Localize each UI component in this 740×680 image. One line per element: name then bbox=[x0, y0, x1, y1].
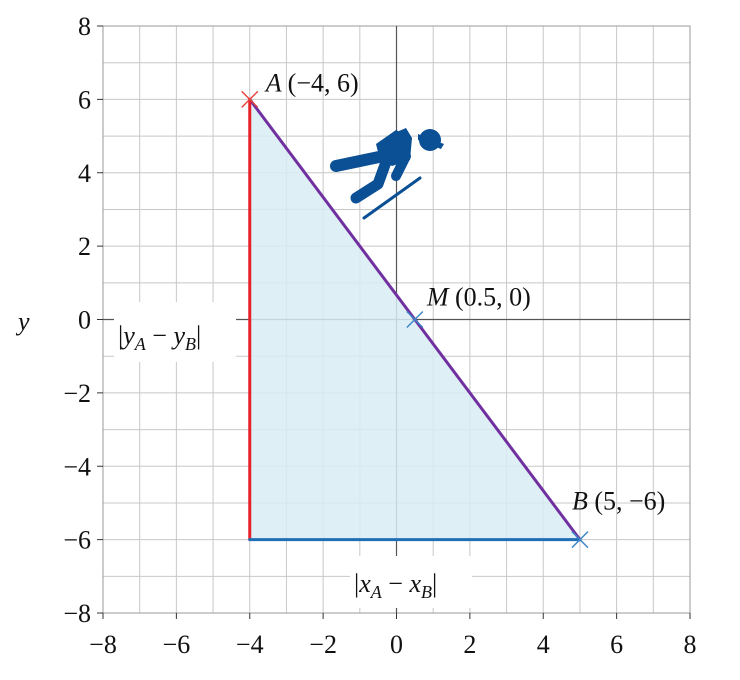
point-marker-stroke bbox=[406, 310, 424, 329]
x-tick-label: −4 bbox=[236, 630, 264, 659]
y-tick-label: 0 bbox=[78, 306, 91, 335]
point-b: B (5, −6) bbox=[571, 487, 665, 549]
y-tick-label: −8 bbox=[63, 599, 91, 628]
point-m: M (0.5, 0) bbox=[406, 283, 531, 329]
y-tick-label: −2 bbox=[63, 379, 91, 408]
vertical-leg-label-bg bbox=[114, 302, 236, 362]
x-tick-label: 8 bbox=[684, 630, 697, 659]
point-marker-stroke bbox=[571, 531, 589, 549]
y-tick-label: 8 bbox=[78, 12, 91, 41]
y-tick-label: 4 bbox=[78, 159, 91, 188]
points: A (−4, 6) B (5, −6) M (0.5, 0) bbox=[241, 68, 665, 549]
point-label: B (5, −6) bbox=[572, 487, 665, 516]
x-tick-label: −2 bbox=[309, 630, 337, 659]
skier-icon bbox=[330, 128, 444, 220]
point-a: A (−4, 6) bbox=[241, 68, 359, 108]
y-tick-label: 2 bbox=[78, 232, 91, 261]
vertical-leg-label: |yA − yB| bbox=[118, 321, 201, 354]
tick-labels: −8 −6 −4 −2 0 2 4 6 8 −8 −6 −4 −2 0 2 4 6 8 bbox=[63, 12, 696, 659]
y-tick-label: −6 bbox=[63, 526, 91, 555]
point-label: M (0.5, 0) bbox=[426, 283, 531, 312]
x-tick-label: −6 bbox=[163, 630, 191, 659]
point-marker-stroke bbox=[241, 90, 259, 108]
y-axis-label: y bbox=[15, 307, 30, 336]
horizontal-leg-label-bg bbox=[350, 556, 472, 608]
y-tick-label: 6 bbox=[78, 85, 91, 114]
y-tick-label: −4 bbox=[63, 452, 91, 481]
x-tick-label: 6 bbox=[610, 630, 623, 659]
x-tick-label: 4 bbox=[537, 630, 550, 659]
x-tick-label: 0 bbox=[390, 630, 403, 659]
horizontal-leg-label: |xA − xB| bbox=[354, 569, 437, 602]
x-tick-label: 2 bbox=[463, 630, 476, 659]
point-label: A (−4, 6) bbox=[264, 68, 359, 97]
x-tick-label: −8 bbox=[89, 630, 117, 659]
